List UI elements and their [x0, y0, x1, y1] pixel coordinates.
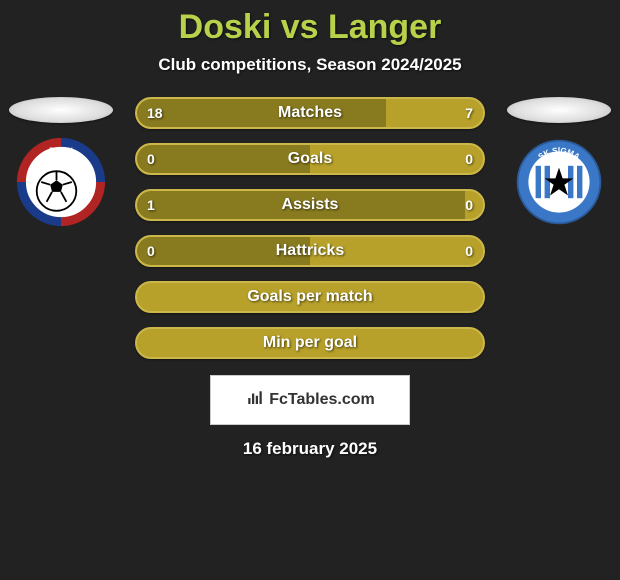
stat-row: 00Goals — [135, 143, 485, 175]
stat-row: Min per goal — [135, 327, 485, 359]
stat-row: 00Hattricks — [135, 235, 485, 267]
comparison-widget: Doski vs Langer Club competitions, Seaso… — [0, 0, 620, 459]
brand-label: FcTables.com — [269, 391, 375, 409]
sigma-olomouc-crest-icon: SK SIGMA — [514, 137, 604, 227]
footer-date: 16 february 2025 — [0, 439, 620, 459]
stat-right-value — [137, 329, 483, 357]
pedestal-left — [9, 97, 113, 123]
left-team-badge: PLZEN — [11, 137, 111, 227]
page-title: Doski vs Langer — [0, 8, 620, 47]
stat-row: 10Assists — [135, 189, 485, 221]
stat-row: 187Matches — [135, 97, 485, 129]
stat-left-fill: 18 — [137, 99, 386, 127]
left-team-column: PLZEN — [1, 97, 121, 227]
stat-right-value: 0 — [310, 145, 483, 173]
stat-right-value: 0 — [310, 237, 483, 265]
stats-column: 187Matches 00Goals 10Assists 00Hattricks Goa… — [135, 97, 485, 359]
stat-right-value: 0 — [465, 191, 483, 219]
subtitle: Club competitions, Season 2024/2025 — [0, 55, 620, 75]
stat-left-fill: 0 — [137, 237, 310, 265]
stat-row: Goals per match — [135, 281, 485, 313]
viktoria-plzen-crest-icon: PLZEN — [16, 137, 106, 227]
pedestal-right — [507, 97, 611, 123]
bar-chart-icon — [245, 389, 265, 412]
right-team-column: SK SIGMA — [499, 97, 619, 227]
brand-panel[interactable]: FcTables.com — [210, 375, 410, 425]
main-row: PLZEN 187Matches 00Goals 10Assists 00Hattri… — [0, 97, 620, 359]
stat-left-fill: 1 — [137, 191, 465, 219]
stat-right-value: 7 — [386, 99, 483, 127]
stat-right-value — [137, 283, 483, 311]
stat-left-fill: 0 — [137, 145, 310, 173]
right-team-badge: SK SIGMA — [509, 137, 609, 227]
svg-text:PLZEN: PLZEN — [49, 145, 73, 154]
